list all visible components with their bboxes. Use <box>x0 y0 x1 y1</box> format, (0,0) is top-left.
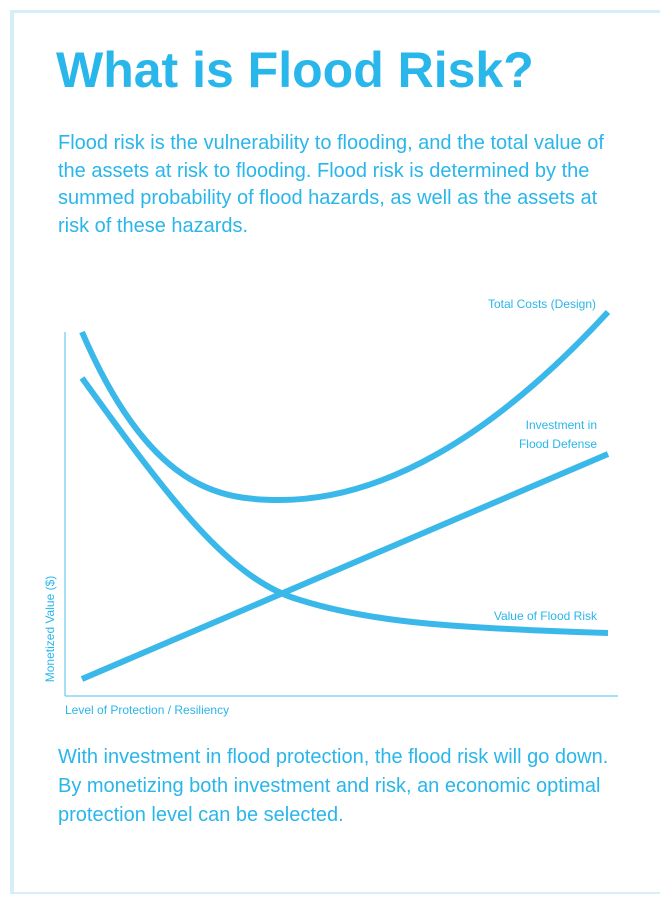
y-axis-label: Monetized Value ($) <box>43 576 57 683</box>
value-of-flood-risk-label: Value of Flood Risk <box>494 609 598 623</box>
value-of-flood-risk-curve <box>79 376 609 636</box>
total-costs-label: Total Costs (Design) <box>488 297 596 311</box>
intro-paragraph: Flood risk is the vulnerability to flood… <box>58 132 604 237</box>
infographic-card <box>10 10 660 894</box>
investment-label-line-2: Flood Defense <box>519 437 597 451</box>
investment-in-flood-defense-line <box>80 451 610 682</box>
investment-label-line-1: Investment in <box>526 418 597 432</box>
x-axis-label: Level of Protection / Resiliency <box>65 703 229 717</box>
total-costs-curve <box>79 309 611 504</box>
outro-paragraph: With investment in flood protection, the… <box>58 746 609 826</box>
page-title: What is Flood Risk? <box>56 42 534 98</box>
